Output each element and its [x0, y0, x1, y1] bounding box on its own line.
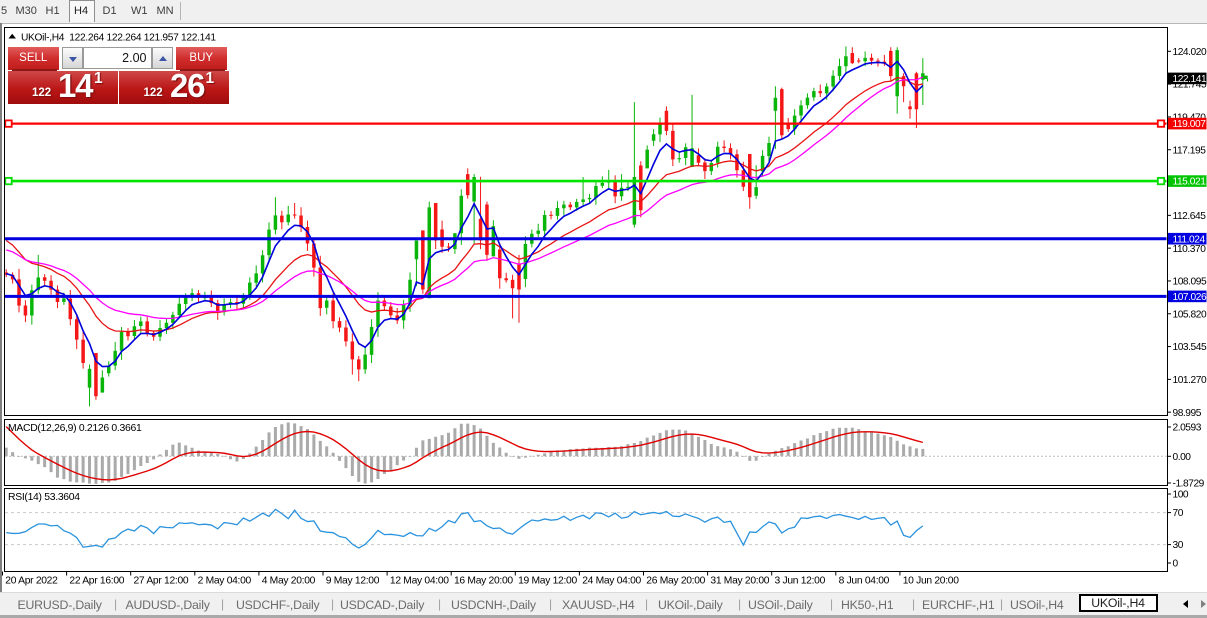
svg-text:31 May 20:00: 31 May 20:00: [710, 576, 769, 587]
svg-text:0.00: 0.00: [1173, 452, 1192, 463]
svg-text:27 Apr 12:00: 27 Apr 12:00: [134, 576, 189, 587]
svg-text:115.021: 115.021: [1173, 177, 1207, 188]
svg-text:0: 0: [1173, 559, 1179, 570]
svg-text:19 May 12:00: 19 May 12:00: [518, 576, 577, 587]
svg-text:30: 30: [1173, 540, 1184, 551]
svg-text:9 May 12:00: 9 May 12:00: [326, 576, 380, 587]
svg-text:98.995: 98.995: [1173, 408, 1202, 419]
svg-text:110.370: 110.370: [1173, 244, 1207, 255]
svg-text:107.026: 107.026: [1173, 292, 1207, 303]
svg-text:111.024: 111.024: [1173, 234, 1206, 245]
svg-text:108.095: 108.095: [1173, 277, 1207, 288]
svg-text:UKOil-,H4 122.264 122.264 121: UKOil-,H4 122.264 122.264 121.957 122.14…: [21, 33, 216, 44]
svg-text:117.195: 117.195: [1173, 145, 1207, 156]
svg-text:-1.8729: -1.8729: [1173, 479, 1205, 490]
svg-text:2.0593: 2.0593: [1173, 423, 1202, 434]
svg-text:112.645: 112.645: [1173, 211, 1207, 222]
svg-text:RSI(14) 53.3604: RSI(14) 53.3604: [8, 492, 80, 503]
svg-text:103.545: 103.545: [1173, 342, 1207, 353]
svg-text:70: 70: [1173, 508, 1184, 519]
svg-text:124.020: 124.020: [1173, 47, 1207, 58]
svg-text:24 May 04:00: 24 May 04:00: [582, 576, 641, 587]
svg-text:26 May 20:00: 26 May 20:00: [646, 576, 705, 587]
svg-text:122.141: 122.141: [1173, 74, 1207, 85]
svg-text:20 Apr 2022: 20 Apr 2022: [5, 576, 58, 587]
svg-text:8 Jun 04:00: 8 Jun 04:00: [839, 576, 890, 587]
svg-text:119.007: 119.007: [1173, 119, 1207, 130]
svg-text:2 May 04:00: 2 May 04:00: [198, 576, 252, 587]
svg-text:16 May 20:00: 16 May 20:00: [454, 576, 513, 587]
svg-text:MACD(12,26,9) 0.2126 0.3661: MACD(12,26,9) 0.2126 0.3661: [8, 423, 142, 434]
svg-text:100: 100: [1173, 490, 1189, 501]
svg-text:3 Jun 12:00: 3 Jun 12:00: [775, 576, 826, 587]
svg-text:12 May 04:00: 12 May 04:00: [390, 576, 449, 587]
svg-text:10 Jun 20:00: 10 Jun 20:00: [903, 576, 960, 587]
svg-text:4 May 20:00: 4 May 20:00: [262, 576, 316, 587]
svg-text:22 Apr 16:00: 22 Apr 16:00: [69, 576, 124, 587]
svg-text:105.820: 105.820: [1173, 309, 1207, 320]
svg-text:101.270: 101.270: [1173, 375, 1207, 386]
svg-text:121.745: 121.745: [1173, 80, 1207, 91]
